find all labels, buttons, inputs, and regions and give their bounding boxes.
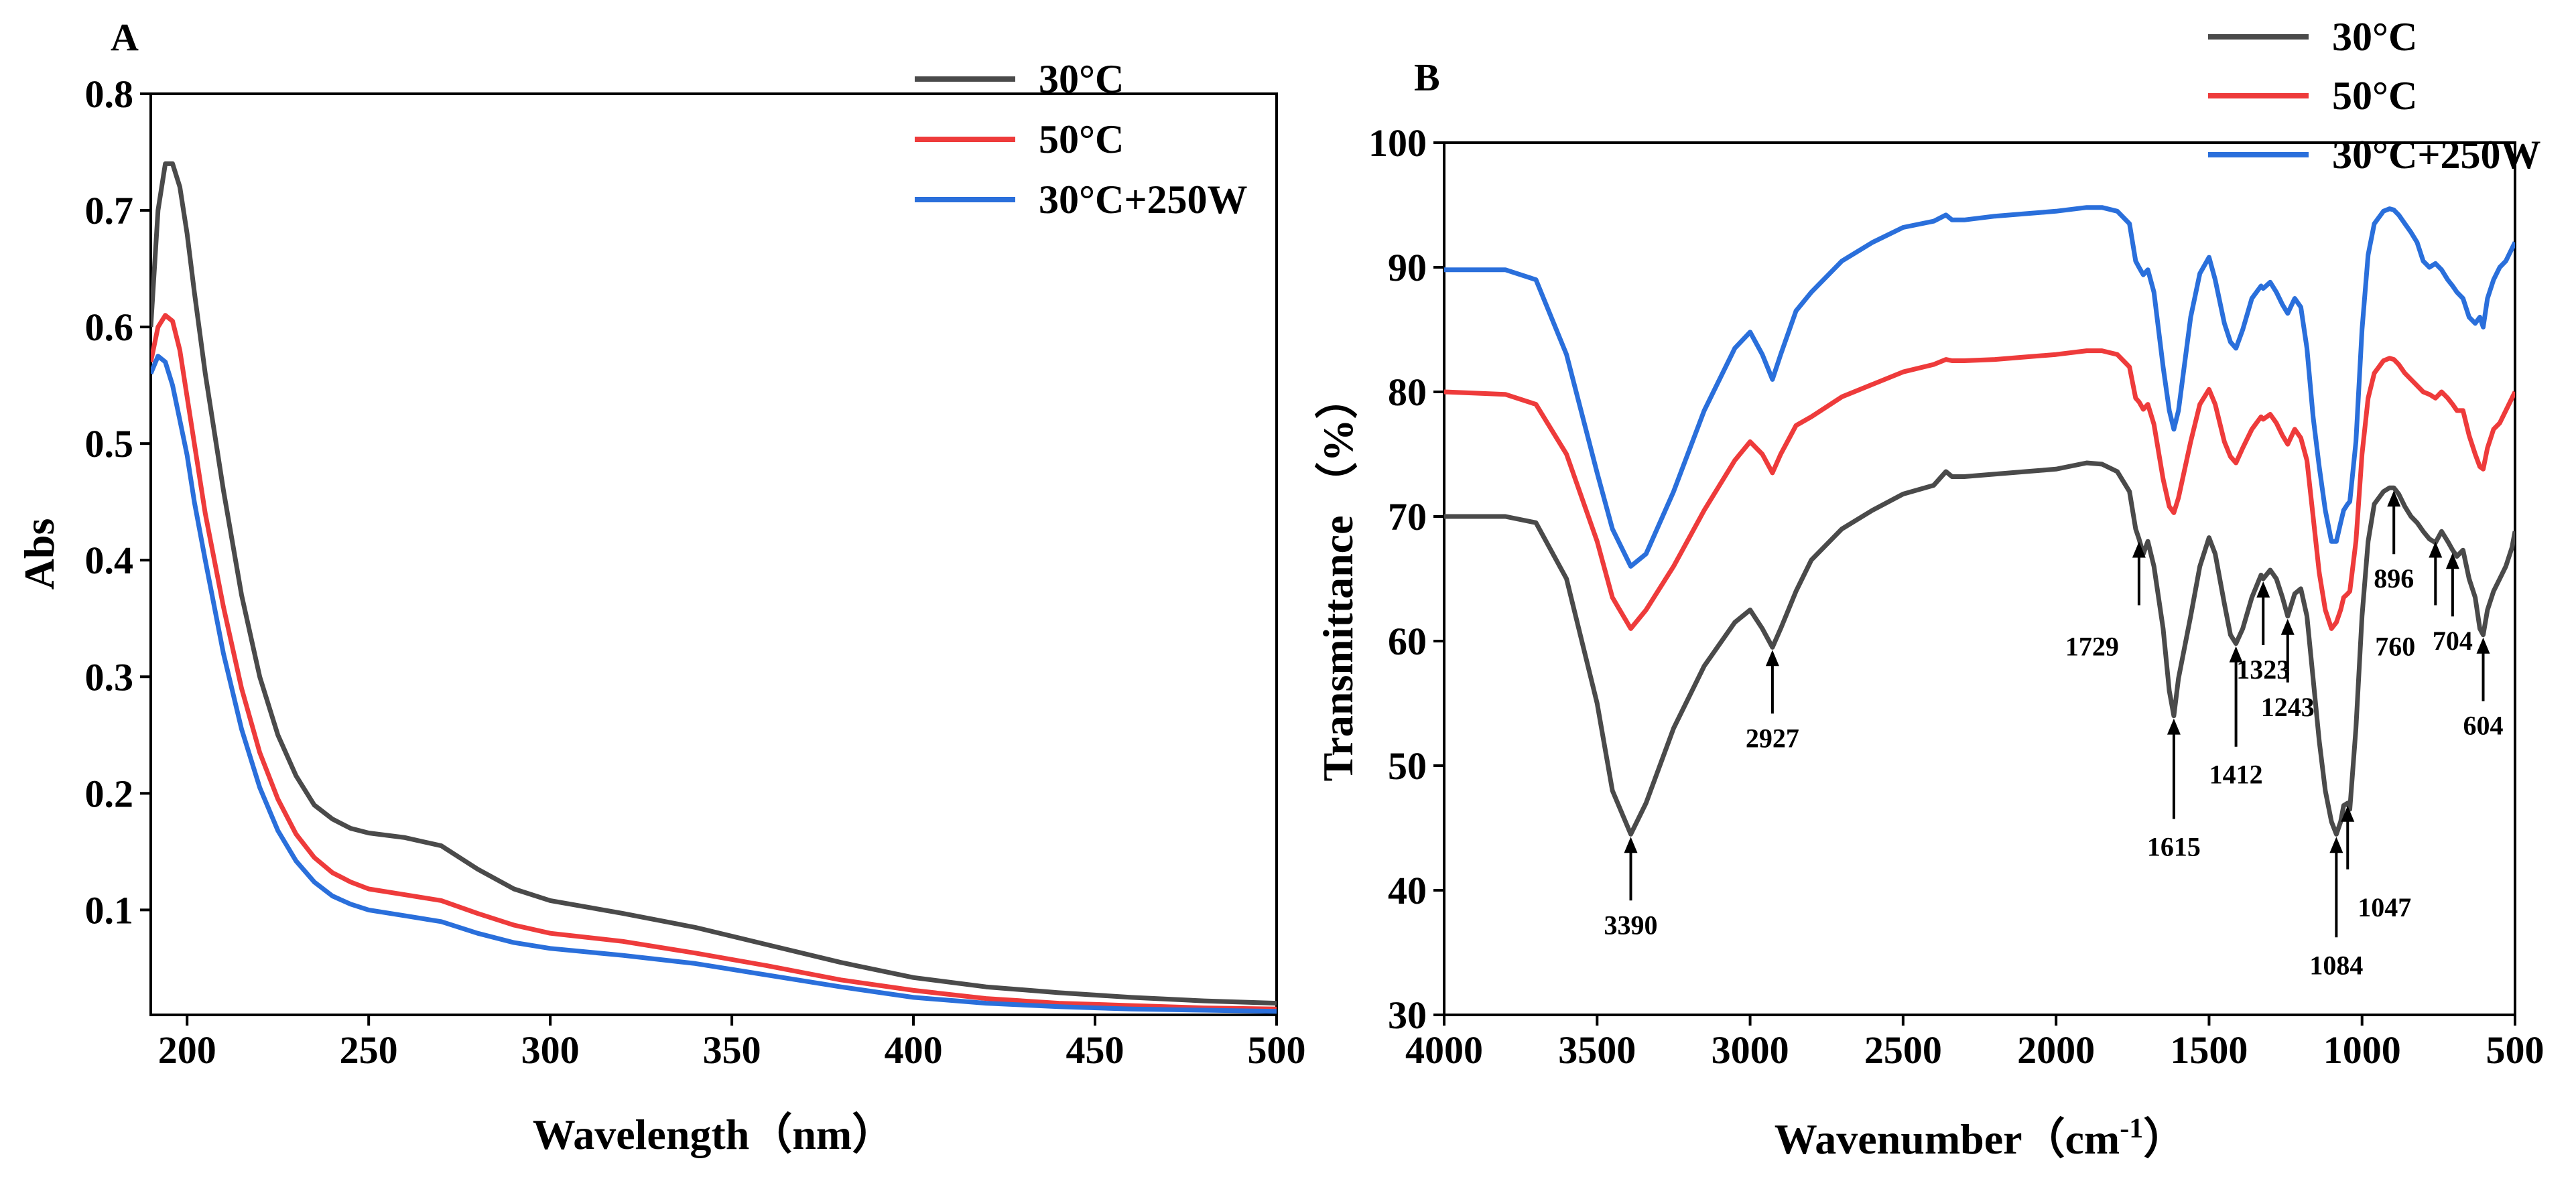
y-tick-label: 0.2 (85, 772, 134, 815)
y-tick-label: 60 (1388, 620, 1427, 663)
y-tick-label: 40 (1388, 869, 1427, 912)
x-tick-label: 250 (340, 1028, 398, 1072)
x-tick-label: 400 (885, 1028, 943, 1072)
annotation-label: 1323 (2236, 654, 2290, 685)
x-tick-label: 200 (158, 1028, 216, 1072)
panel-b-ticks: 4000 3500 3000 2500 2000 1500 1000 500 30 40 50 60 7… (1368, 121, 2545, 1072)
annotation-arrow-head (2329, 837, 2343, 853)
x-tick-label: 350 (703, 1028, 761, 1072)
panel-a-series (151, 161, 1277, 1014)
panel-b: B 4000 3500 3000 2500 2000 1500 1000 500 30 40 50 6… (1314, 15, 2545, 1163)
y-tick-label: 0.3 (85, 655, 134, 699)
annotation-arrow-head (1765, 650, 1779, 667)
y-tick-label: 50 (1388, 744, 1427, 788)
legend-label-2: 30°C+250W (2332, 133, 2541, 177)
y-tick-label: 90 (1388, 246, 1427, 289)
legend-label-0: 30°C (1039, 57, 1124, 101)
panel-b-annotations: 3390 2927 1729 1615 1412 1323 1243 1084 1047 896 7… (1604, 490, 2504, 980)
annotation-label: 1729 (2065, 631, 2119, 661)
annotation-label: 896 (2374, 563, 2414, 594)
legend-label-2: 30°C+250W (1039, 178, 1248, 222)
panel-b-plot-frame (1443, 141, 2516, 1016)
series-line-0 (1444, 460, 2515, 837)
panel-a-legend: 30°C 50°C 30°C+250W (915, 57, 1248, 222)
y-tick-label: 70 (1388, 495, 1427, 539)
y-tick-label: 0.1 (85, 888, 134, 932)
panel-a-ticks: 200 250 300 350 400 450 500 0.1 0.2 0.3 0.4 0.5 0.6 0… (85, 72, 1306, 1072)
panel-b-x-axis-title-sup: -1 (2120, 1113, 2143, 1144)
series-line-1 (151, 313, 1277, 1012)
panel-b-label: B (1414, 56, 1440, 99)
panel-a-plot-frame (149, 92, 1278, 1016)
y-tick-label: 100 (1368, 121, 1427, 165)
annotation-arrow-head (2167, 718, 2181, 735)
legend-label-1: 50°C (1039, 117, 1124, 161)
x-tick-label: 450 (1066, 1028, 1124, 1072)
annotation-label: 1243 (2261, 692, 2315, 722)
panel-b-series (1444, 205, 2515, 837)
annotation-label: 604 (2463, 711, 2504, 741)
y-tick-label: 0.7 (85, 189, 134, 232)
annotation-label: 1412 (2209, 760, 2263, 790)
annotation-arrow-head (2387, 490, 2401, 507)
legend-label-1: 50°C (2332, 74, 2417, 118)
x-tick-label: 3500 (1558, 1028, 1636, 1072)
x-tick-label: 3000 (1712, 1028, 1789, 1072)
y-tick-label: 0.8 (85, 72, 134, 116)
panel-a: A 200 250 300 350 400 450 500 0.1 0.2 0.3 0.4 0.5 0.… (15, 15, 1306, 1158)
x-tick-label: 2500 (1864, 1028, 1942, 1072)
annotation-arrow-head (2256, 581, 2270, 598)
x-tick-label: 500 (1248, 1028, 1306, 1072)
x-tick-label: 300 (521, 1028, 580, 1072)
annotation-arrow-head (2341, 805, 2355, 822)
legend-label-0: 30°C (2332, 15, 2417, 59)
x-tick-label: 2000 (2017, 1028, 2095, 1072)
panel-b-x-axis-title-main: Wavenumber（cm (1775, 1115, 2120, 1163)
annotation-label: 1084 (2309, 950, 2363, 980)
y-tick-label: 80 (1388, 370, 1427, 414)
y-tick-label: 30 (1388, 993, 1427, 1037)
panel-a-y-axis-title: Abs (15, 518, 63, 590)
series-line-1 (1444, 348, 2515, 631)
x-tick-label: 4000 (1405, 1028, 1483, 1072)
x-tick-label: 1500 (2170, 1028, 2248, 1072)
annotation-arrow-head (2280, 618, 2295, 635)
annotation-arrow-head (2476, 637, 2490, 654)
y-tick-label: 0.6 (85, 305, 134, 349)
series-line-0 (151, 161, 1277, 1006)
panel-b-x-axis-title-end: ） (2143, 1115, 2186, 1163)
y-tick-label: 0.4 (85, 539, 134, 582)
annotation-label: 2927 (1746, 723, 1799, 753)
panel-b-x-axis-title: Wavenumber（cm-1） (1775, 1113, 2187, 1163)
annotation-label: 3390 (1604, 910, 1658, 940)
series-line-2 (151, 354, 1277, 1014)
x-tick-label: 500 (2486, 1028, 2545, 1072)
x-tick-label: 1000 (2323, 1028, 2401, 1072)
annotation-label: 1615 (2147, 832, 2201, 862)
panel-b-legend: 30°C 50°C 30°C+250W (2208, 15, 2541, 177)
annotation-arrow-head (2429, 541, 2443, 558)
y-tick-label: 0.5 (85, 422, 134, 466)
annotation-arrow-head (2229, 646, 2243, 663)
annotation-arrow-head (2445, 553, 2459, 569)
panel-a-x-axis-title: Wavelength（nm） (533, 1111, 895, 1158)
annotation-arrow-head (2132, 541, 2146, 558)
panel-b-y-axis-title: Transmittance （%） (1314, 376, 1362, 782)
annotation-label: 704 (2433, 626, 2473, 656)
series-line-2 (1444, 205, 2515, 569)
annotation-arrow-head (1624, 837, 1638, 853)
panel-a-label: A (111, 15, 139, 59)
annotation-label: 1047 (2358, 892, 2411, 922)
annotation-label: 760 (2375, 631, 2415, 661)
